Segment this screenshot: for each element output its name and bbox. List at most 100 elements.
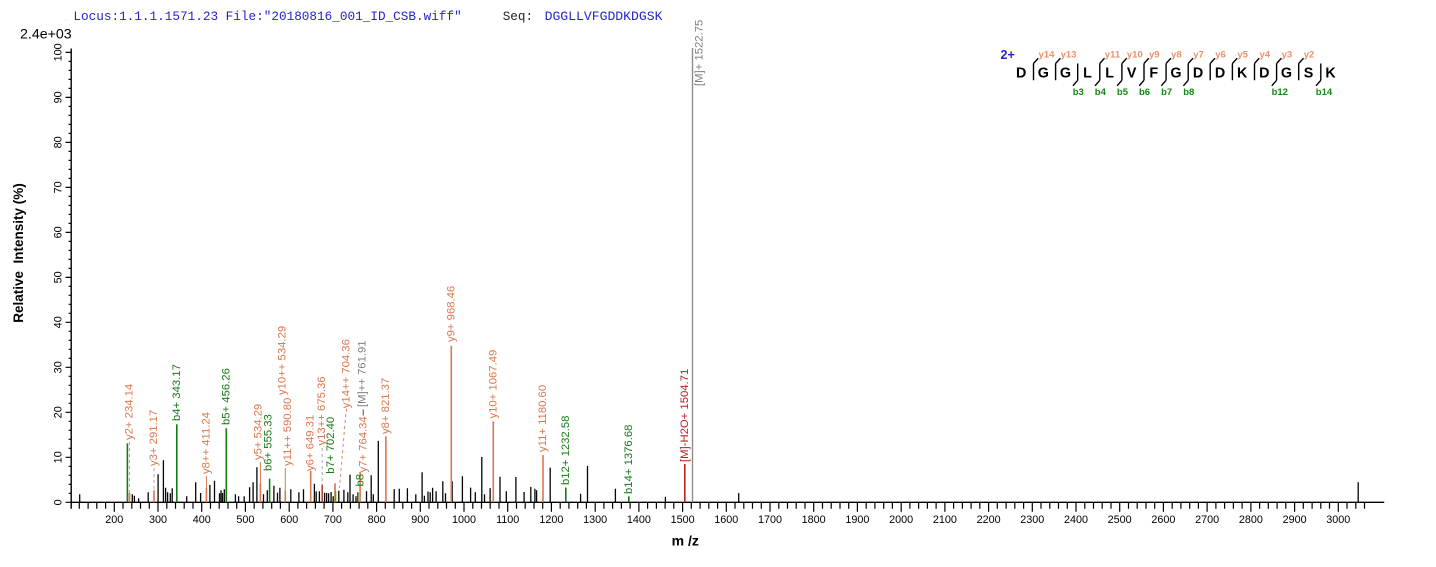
- svg-text:D: D: [1016, 66, 1026, 82]
- svg-text:b12: b12: [1272, 87, 1288, 98]
- svg-text:[M]++ 761.91: [M]++ 761.91: [357, 340, 369, 407]
- svg-text:G: G: [1060, 66, 1071, 82]
- svg-text:2500: 2500: [1108, 514, 1132, 526]
- svg-text:b6+ 555.33: b6+ 555.33: [263, 414, 275, 471]
- svg-text:2000: 2000: [889, 514, 913, 526]
- svg-text:y6: y6: [1215, 50, 1226, 61]
- svg-text:m /z: m /z: [672, 533, 699, 549]
- svg-text:2200: 2200: [977, 514, 1001, 526]
- svg-text:1100: 1100: [496, 514, 519, 526]
- svg-text:[M]+ 1522.75: [M]+ 1522.75: [694, 20, 706, 86]
- svg-text:1500: 1500: [671, 514, 695, 526]
- svg-text:b14: b14: [1316, 87, 1333, 98]
- svg-text:y8: y8: [1171, 50, 1182, 61]
- svg-text:S: S: [1304, 66, 1314, 82]
- svg-text:600: 600: [280, 514, 298, 526]
- svg-text:2600: 2600: [1151, 514, 1175, 526]
- svg-text:G: G: [1038, 66, 1049, 82]
- svg-text:[M]-H2O+ 1504.71: [M]-H2O+ 1504.71: [679, 369, 691, 462]
- svg-text:2+: 2+: [1001, 48, 1015, 62]
- svg-text:1700: 1700: [758, 514, 782, 526]
- svg-text:y2: y2: [1304, 50, 1315, 61]
- svg-text:2300: 2300: [1020, 514, 1044, 526]
- svg-text:y7: y7: [1193, 50, 1204, 61]
- svg-text:y8+ 821.37: y8+ 821.37: [380, 378, 392, 434]
- svg-text:300: 300: [149, 514, 167, 526]
- svg-text:L: L: [1105, 66, 1114, 82]
- svg-text:L: L: [1083, 66, 1092, 82]
- svg-text:70: 70: [53, 181, 65, 193]
- svg-text:y5: y5: [1237, 50, 1248, 61]
- svg-text:y6+ 649.31: y6+ 649.31: [304, 415, 316, 471]
- svg-text:1400: 1400: [627, 514, 651, 526]
- svg-text:Relative Intensity (%): Relative Intensity (%): [11, 183, 26, 323]
- svg-text:2700: 2700: [1195, 514, 1219, 526]
- svg-text:0: 0: [53, 499, 65, 505]
- svg-text:y11++ 590.80: y11++ 590.80: [282, 398, 294, 466]
- svg-text:500: 500: [236, 514, 254, 526]
- svg-text:b8: b8: [355, 474, 367, 487]
- svg-text:y5+ 534.29: y5+ 534.29: [253, 404, 265, 460]
- svg-text:1800: 1800: [802, 514, 826, 526]
- svg-text:50: 50: [53, 271, 65, 283]
- svg-text:D: D: [1193, 66, 1203, 82]
- svg-text:K: K: [1237, 66, 1248, 82]
- svg-text:F: F: [1149, 66, 1158, 82]
- svg-text:20: 20: [53, 406, 65, 418]
- svg-text:2900: 2900: [1283, 514, 1307, 526]
- svg-text:y10+ 1067.49: y10+ 1067.49: [487, 350, 499, 419]
- svg-text:2100: 2100: [933, 514, 957, 526]
- svg-text:K: K: [1325, 66, 1336, 82]
- svg-text:V: V: [1127, 66, 1137, 82]
- svg-text:b7: b7: [1161, 87, 1172, 98]
- svg-text:60: 60: [53, 226, 65, 238]
- svg-text:900: 900: [411, 514, 429, 526]
- svg-text:10: 10: [53, 451, 65, 463]
- svg-text:y3: y3: [1282, 50, 1293, 61]
- svg-text:y11+ 1180.60: y11+ 1180.60: [537, 385, 549, 452]
- svg-text:b7+ 702.40: b7+ 702.40: [325, 417, 337, 474]
- svg-text:1900: 1900: [845, 514, 869, 526]
- svg-text:b14+ 1376.68: b14+ 1376.68: [623, 425, 635, 494]
- svg-text:1200: 1200: [539, 514, 563, 526]
- svg-text:y13: y13: [1061, 50, 1077, 61]
- svg-text:y10: y10: [1127, 50, 1143, 61]
- svg-text:y7+ 764.34: y7+ 764.34: [357, 416, 369, 472]
- svg-text:D: D: [1215, 66, 1225, 82]
- svg-text:y10++ 534.29: y10++ 534.29: [276, 326, 288, 395]
- svg-text:80: 80: [53, 136, 65, 148]
- svg-text:1300: 1300: [583, 514, 607, 526]
- svg-text:2400: 2400: [1064, 514, 1088, 526]
- svg-text:Seq:: Seq:: [503, 9, 533, 24]
- svg-text:b12+ 1232.58: b12+ 1232.58: [560, 416, 572, 485]
- svg-text:2800: 2800: [1239, 514, 1263, 526]
- svg-text:y9: y9: [1149, 50, 1160, 61]
- svg-text:b5+ 456.26: b5+ 456.26: [220, 368, 232, 425]
- svg-text:y13++ 675.36: y13++ 675.36: [316, 376, 328, 445]
- svg-text:1600: 1600: [714, 514, 738, 526]
- svg-text:D: D: [1259, 66, 1269, 82]
- svg-text:200: 200: [105, 514, 123, 526]
- svg-text:40: 40: [53, 316, 65, 328]
- svg-text:b4: b4: [1095, 87, 1107, 98]
- svg-text:y4: y4: [1260, 50, 1271, 61]
- svg-text:b5: b5: [1117, 87, 1129, 98]
- svg-text:b3: b3: [1073, 87, 1084, 98]
- svg-text:700: 700: [324, 514, 342, 526]
- svg-text:100: 100: [53, 43, 65, 61]
- svg-text:b6: b6: [1139, 87, 1150, 98]
- svg-text:400: 400: [193, 514, 211, 526]
- svg-text:-y14++ 704.36: -y14++ 704.36: [341, 339, 353, 412]
- svg-text:y9+ 968.46: y9+ 968.46: [445, 286, 457, 342]
- svg-text:y2+ 234.14: y2+ 234.14: [124, 384, 136, 440]
- svg-text:G: G: [1281, 66, 1292, 82]
- svg-text:G: G: [1170, 66, 1181, 82]
- svg-text:3000: 3000: [1326, 514, 1350, 526]
- svg-text:30: 30: [53, 361, 65, 373]
- svg-text:y14: y14: [1039, 50, 1056, 61]
- svg-text:y11: y11: [1105, 50, 1121, 61]
- svg-text:800: 800: [368, 514, 386, 526]
- svg-text:2.4e+03: 2.4e+03: [20, 27, 72, 43]
- svg-text:Locus:1.1.1.1571.23 File:"2018: Locus:1.1.1.1571.23 File:"20180816_001_I…: [73, 9, 461, 24]
- svg-text:1000: 1000: [452, 514, 476, 526]
